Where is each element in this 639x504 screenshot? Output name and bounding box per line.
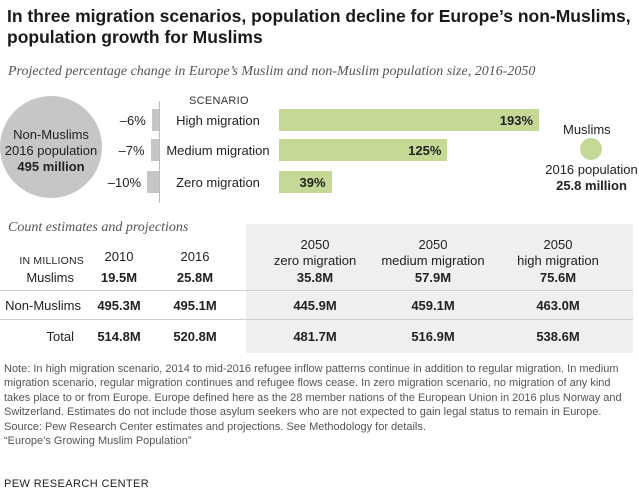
footnote-source: Source: Pew Research Center estimates an… <box>4 420 426 433</box>
muslims-circle <box>580 138 602 160</box>
zero-axis-line <box>159 101 160 203</box>
table-cell: 459.1M <box>411 298 455 313</box>
non-muslims-circle-label: Non-Muslims 2016 population 495 million <box>0 127 102 175</box>
muslim-change-bar <box>279 139 448 161</box>
table-cell: 35.8M <box>296 270 334 285</box>
table-cell: 445.9M <box>293 298 337 313</box>
table-cell: 75.6M <box>539 270 577 285</box>
muslim-change-bar <box>279 109 539 131</box>
non-muslim-change-bar <box>147 171 159 193</box>
table-cell: 57.9M <box>414 270 452 285</box>
column-header: 2010 <box>104 249 134 264</box>
table-cell: 520.8M <box>173 329 217 344</box>
table-cell: 25.8M <box>176 270 214 285</box>
footnote-note: Note: In high migration scenario, 2014 t… <box>4 363 622 419</box>
muslim-change-label: 39% <box>299 175 326 190</box>
chart-title: In three migration scenarios, population… <box>7 6 631 47</box>
non-muslim-change-label: –7% <box>118 143 145 158</box>
table-cell: 495.3M <box>97 298 141 313</box>
non-muslims-circle <box>0 96 102 198</box>
column-header: 2050 high migration <box>517 237 599 268</box>
table-cell: 495.1M <box>173 298 217 313</box>
table-cell: 463.0M <box>536 298 580 313</box>
muslims-circle-label: 2016 population 25.8 million <box>544 162 639 194</box>
column-header: 2016 <box>180 249 210 264</box>
muslims-pop-value: 25.8 million <box>556 178 627 193</box>
table-row-label: Muslims <box>26 270 74 285</box>
column-header: 2050 zero migration <box>273 237 357 268</box>
non-muslims-pop-value: 495 million <box>17 159 85 174</box>
scenario-label: High migration <box>176 113 260 128</box>
scenario-header: SCENARIO <box>189 95 249 107</box>
non-muslims-label: Non-Muslims <box>13 127 89 142</box>
table-divider <box>0 319 633 320</box>
footnote-report: “Europe’s Growing Muslim Population” <box>4 435 192 448</box>
table-cell: 538.6M <box>536 329 580 344</box>
non-muslim-change-bar <box>151 109 159 131</box>
non-muslims-pop-label: 2016 population <box>4 143 98 158</box>
table-cell: 19.5M <box>100 270 138 285</box>
chart-subtitle: Projected percentage change in Europe’s … <box>8 64 536 79</box>
muslims-label: Muslims <box>563 122 611 137</box>
projection-shading <box>246 224 633 353</box>
org-label: PEW RESEARCH CENTER <box>4 478 150 490</box>
table-cell: 481.7M <box>293 329 337 344</box>
muslim-change-label: 193% <box>499 113 533 128</box>
muslim-change-bar <box>279 171 332 193</box>
scenario-label: Zero migration <box>176 175 260 190</box>
table-row-label: Total <box>46 329 74 344</box>
non-muslim-change-label: –6% <box>119 113 146 128</box>
scenario-label: Medium migration <box>166 143 270 158</box>
table-cell: 516.9M <box>411 329 455 344</box>
units-label: IN MILLIONS <box>19 255 84 267</box>
non-muslim-change-label: –10% <box>107 175 141 190</box>
table-row-label: Non-Muslims <box>5 298 81 313</box>
table-title: Count estimates and projections <box>8 220 189 235</box>
muslims-pop-label: 2016 population <box>545 162 638 177</box>
table-divider <box>0 290 633 291</box>
footnote: Note: In high migration scenario, 2014 t… <box>4 362 634 448</box>
column-header: 2050 medium migration <box>381 237 485 268</box>
non-muslim-change-bar <box>150 139 159 161</box>
table-cell: 514.8M <box>97 329 141 344</box>
muslim-change-label: 125% <box>408 143 442 158</box>
